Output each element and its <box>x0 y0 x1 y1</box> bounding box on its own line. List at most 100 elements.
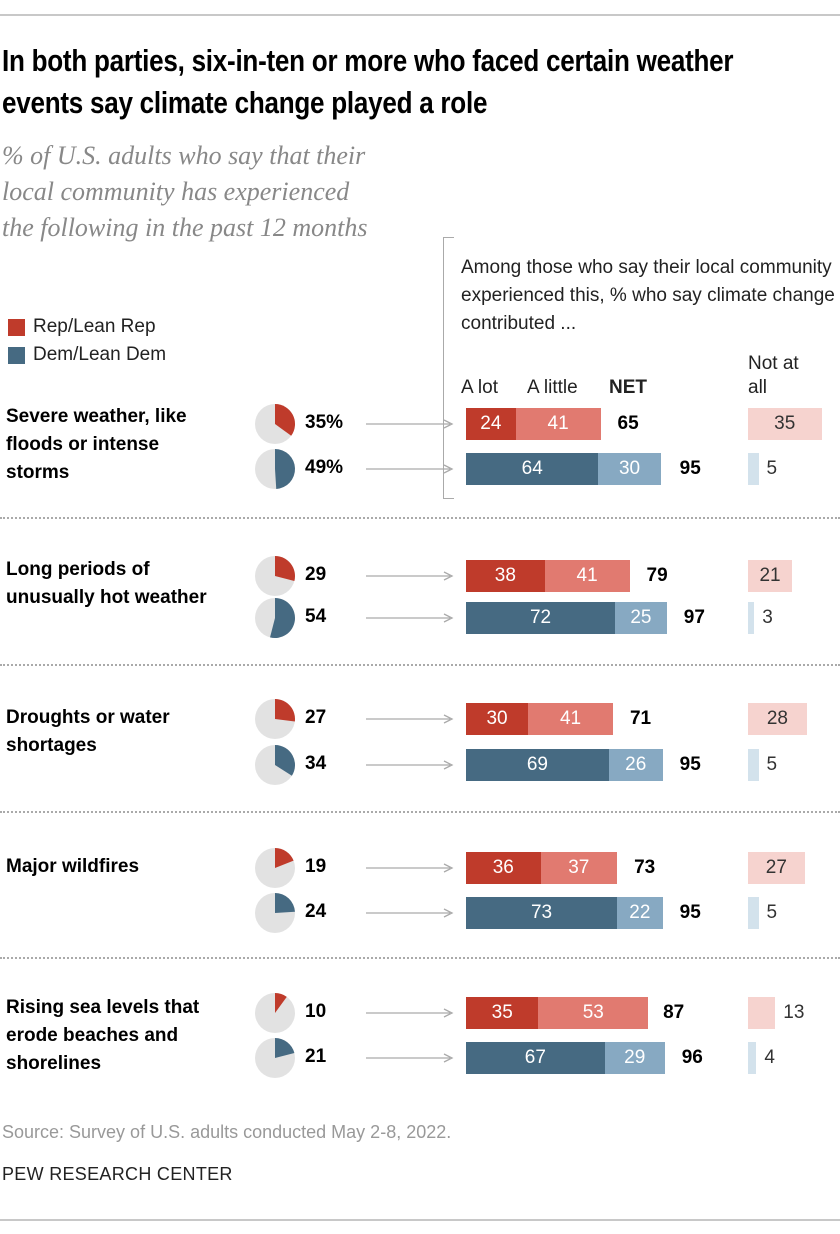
bracket-note: Among those who say their local communit… <box>461 257 835 334</box>
net-value: 79 <box>646 565 668 586</box>
net-value: 65 <box>617 413 639 434</box>
section-divider <box>0 664 840 666</box>
section-divider <box>0 811 840 813</box>
pie-rep <box>255 848 295 888</box>
bar-not-at-all <box>748 1042 757 1074</box>
category-label: Major wildfires <box>6 856 140 877</box>
category-label: Severe weather, like floods or intense s… <box>6 406 187 483</box>
experienced-value: 24 <box>305 901 327 922</box>
pie-slice <box>275 1038 295 1058</box>
not-at-all-value: 3 <box>762 607 773 628</box>
header-net: NET <box>609 377 647 398</box>
bar-a-lot: 72 <box>466 602 616 634</box>
category-label: Long periods of unusually hot weather <box>6 559 207 608</box>
bar-not-at-all <box>748 852 805 884</box>
not-at-all-value: 21 <box>759 565 781 586</box>
bar-not-at-all <box>748 408 822 440</box>
net-value: 87 <box>663 1002 685 1023</box>
pie-slice <box>275 993 287 1013</box>
header-not-at-all: Not at all <box>748 353 799 398</box>
bar-a-little: 30 <box>598 453 661 485</box>
net-value: 96 <box>681 1047 703 1068</box>
arrow-icon <box>366 571 454 581</box>
experienced-value: 19 <box>305 856 327 877</box>
pie-rep <box>255 993 295 1033</box>
category-label: Rising sea levels that erode beaches and… <box>6 997 200 1074</box>
bracket <box>443 237 454 499</box>
pie-slice <box>275 404 295 436</box>
pie-slice <box>275 699 295 722</box>
chart-title: In both parties, six-in-ten or more who … <box>2 43 734 120</box>
pie-dem <box>255 449 296 489</box>
top-rule <box>0 14 840 16</box>
arrow-icon <box>366 760 454 770</box>
pie-rep <box>255 404 295 444</box>
net-value: 97 <box>683 607 705 628</box>
experienced-value: 21 <box>305 1046 327 1067</box>
bar-a-little: 53 <box>538 997 649 1029</box>
legend-dem: Dem/Lean Dem <box>8 344 166 366</box>
branding: PEW RESEARCH CENTER <box>2 1164 233 1184</box>
legend-rep: Rep/Lean Rep <box>8 316 156 338</box>
net-value: 73 <box>634 857 656 878</box>
bar-a-lot: 67 <box>466 1042 605 1074</box>
experienced-value: 29 <box>305 564 327 585</box>
bar-a-lot: 30 <box>466 703 529 735</box>
legend-swatch-rep <box>8 318 25 336</box>
pie-slice <box>275 848 294 868</box>
experienced-value: 35% <box>305 412 344 433</box>
bottom-rule <box>0 1219 840 1221</box>
bar-not-at-all <box>748 703 807 735</box>
bar-a-lot: 73 <box>466 897 618 929</box>
arrow-icon <box>366 863 454 873</box>
not-at-all-value: 4 <box>764 1047 775 1068</box>
experienced-value: 54 <box>305 606 327 627</box>
source-note: Source: Survey of U.S. adults conducted … <box>2 1122 452 1142</box>
bar-not-at-all <box>748 749 759 781</box>
not-at-all-value: 35 <box>774 413 796 434</box>
not-at-all-value: 5 <box>766 902 778 923</box>
bar-a-lot: 24 <box>466 408 516 440</box>
pie-slice <box>275 893 295 913</box>
pie-dem <box>255 1038 295 1078</box>
pie-dem <box>255 893 295 933</box>
pie-slice <box>275 745 295 776</box>
bar-a-little: 29 <box>604 1042 665 1074</box>
bar-a-lot: 64 <box>466 453 599 485</box>
bar-a-little: 26 <box>608 749 663 781</box>
bar-a-lot: 35 <box>466 997 539 1029</box>
header-a-lot: A lot <box>461 377 498 398</box>
bar-not-at-all <box>748 560 793 592</box>
experienced-value: 49% <box>305 457 344 478</box>
bar-a-little: 41 <box>515 408 601 440</box>
arrow-icon <box>366 908 454 918</box>
not-at-all-value: 5 <box>766 458 778 479</box>
arrow-icon <box>366 1008 454 1018</box>
pie-slice <box>270 598 295 638</box>
arrow-icon <box>366 1053 454 1063</box>
header-a-little: A little <box>527 377 578 398</box>
arrow-icon <box>366 714 454 724</box>
bar-not-at-all <box>748 602 755 634</box>
legend-swatch-dem <box>8 346 25 364</box>
pie-rep <box>255 556 295 596</box>
pie-dem <box>255 598 295 638</box>
section-divider <box>0 957 840 959</box>
chart-subtitle: % of U.S. adults who say that their loca… <box>2 141 368 242</box>
experienced-value: 10 <box>305 1001 327 1022</box>
bar-a-little: 25 <box>615 602 667 634</box>
not-at-all-value: 28 <box>766 708 788 729</box>
bar-a-little: 22 <box>617 897 663 929</box>
arrow-icon <box>366 419 454 429</box>
legend-label-dem: Dem/Lean Dem <box>33 344 167 365</box>
arrow-icon <box>366 464 454 474</box>
bar-a-lot: 69 <box>466 749 609 781</box>
pie-slice <box>275 449 296 489</box>
not-at-all-value: 5 <box>766 754 778 775</box>
bar-a-little: 41 <box>528 703 613 735</box>
legend-label-rep: Rep/Lean Rep <box>33 316 156 337</box>
pie-dem <box>255 745 295 785</box>
experienced-value: 27 <box>305 707 327 728</box>
bar-a-lot: 36 <box>466 852 541 884</box>
net-value: 95 <box>679 754 701 775</box>
